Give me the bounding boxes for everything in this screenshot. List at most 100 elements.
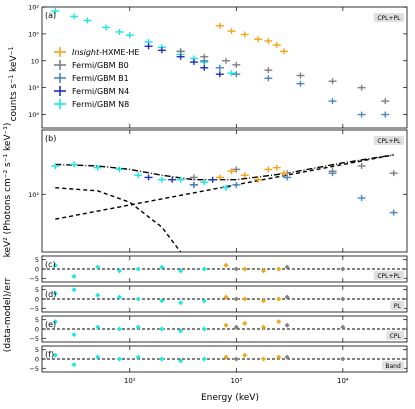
x-tick-label: 10³ (230, 377, 242, 385)
legend-label: Fermi/GBM N8 (72, 100, 129, 109)
residual-point (223, 323, 228, 328)
panel-tag: (d) (45, 290, 56, 299)
y-tick-label: 10² (28, 191, 39, 199)
panel-tag: (c) (45, 260, 56, 269)
model-label: CPL+PL (377, 15, 401, 22)
y-tick-label: 0 (35, 356, 39, 364)
residual-point (242, 297, 247, 302)
legend-label: Insight-HXME-HE (72, 48, 139, 57)
residual-point (340, 357, 345, 362)
residual-point (72, 332, 77, 337)
residual-point (261, 268, 266, 273)
model-pl (55, 155, 393, 219)
y-tick-label: 10⁰ (28, 30, 39, 38)
panel-c: 5 0−5 (c) CPL+PL (29, 256, 407, 283)
residual-point (159, 357, 164, 362)
y-tick-label: 0 (35, 266, 39, 274)
residual-point (285, 323, 290, 328)
residual-point (234, 357, 239, 362)
y-tick-label: 10⁲ (31, 57, 39, 65)
panel-tag: (a) (45, 11, 56, 20)
residual-point (117, 327, 122, 332)
x-tick-label: 10⁴ (337, 377, 349, 385)
y-tick-label: −5 (29, 305, 39, 313)
residual-point (72, 362, 77, 367)
model-label: CPL (390, 333, 402, 340)
y-tick-label: 5 (35, 316, 39, 324)
residual-point (261, 357, 266, 362)
residual-point (242, 353, 247, 358)
panel-tag: (f) (45, 350, 54, 359)
model-label: PL (394, 303, 402, 310)
model-total (55, 155, 393, 180)
ylabel-panel-b: keV² (Photons cm⁻² s⁻¹ keV⁻¹) (3, 123, 13, 258)
residual-point (95, 293, 100, 298)
legend-label: Fermi/GBM B0 (72, 61, 129, 70)
panel-e: 5 0−5 (e) CPL (29, 316, 407, 343)
residual-point (276, 267, 281, 272)
residual-point (261, 325, 266, 330)
x-axis-label: Energy (keV) (201, 393, 259, 403)
series-hxmt (223, 263, 281, 274)
y-tick-label: 5 (35, 346, 39, 354)
residual-point (202, 267, 207, 272)
model-label: CPL+PL (377, 273, 401, 280)
residual-point (72, 274, 77, 279)
residual-point (242, 267, 247, 272)
residual-point (136, 297, 141, 302)
y-tick-label: 10⁴ (28, 84, 39, 92)
series-n4 (145, 43, 224, 77)
y-tick-label: 5 (35, 286, 39, 294)
y-tick-label: 10² (28, 4, 39, 12)
panel-frame (42, 130, 407, 252)
model-label: Band (385, 363, 401, 370)
series-hxmt (223, 353, 281, 362)
model-label: CPL+PL (377, 138, 401, 145)
residual-point (178, 300, 183, 305)
panel-f: 10² 10³ 10⁴ 5 0−5 (f) Band (29, 346, 407, 385)
ylabel-panel-a: counts s−1 keV−1 (8, 46, 19, 121)
legend-label: Fermi/GBM B1 (72, 74, 129, 83)
x-tick-label: 10² (124, 377, 136, 385)
series-b0 (177, 48, 390, 104)
y-tick-label: −5 (29, 335, 39, 343)
residual-point (276, 319, 281, 324)
series-n8 (53, 353, 207, 367)
residual-point (340, 297, 345, 302)
series-hxmt (223, 319, 281, 330)
y-tick-label: 10⁶ (28, 111, 39, 119)
series-hxmt (216, 165, 288, 183)
y-tick-label: 5 (35, 256, 39, 264)
ylabel-residuals: (data-model)/err (3, 278, 13, 353)
residual-point (202, 357, 207, 362)
residual-point (276, 355, 281, 360)
residual-point (72, 287, 77, 292)
legend-label: Fermi/GBM N4 (72, 87, 129, 96)
panel-d: 5 0−5 (d) PL (29, 286, 407, 313)
series-b1 (177, 48, 390, 117)
y-tick-label: −5 (29, 275, 39, 283)
residual-point (234, 297, 239, 302)
model-cpl (55, 188, 180, 252)
residual-point (202, 327, 207, 332)
residual-point (261, 298, 266, 303)
y-tick-label: 0 (35, 326, 39, 334)
series-n8 (53, 319, 207, 337)
series-n8 (53, 263, 207, 279)
panel-a: 10⁶ 10⁴ 10⁲ 10⁰ 10² (a) CPL+PL Insight-HXME-HE F… (28, 4, 407, 129)
residual-point (117, 357, 122, 362)
series-b0 (234, 355, 346, 362)
residual-point (276, 297, 281, 302)
series-hxmt (216, 23, 288, 55)
panel-tag: (b) (45, 134, 56, 143)
residual-point (242, 321, 247, 326)
residual-point (234, 267, 239, 272)
residual-point (136, 267, 141, 272)
legend: Insight-HXME-HE Fermi/GBM B0 Fermi/GBM B1 F… (54, 47, 139, 109)
residual-point (159, 327, 164, 332)
y-tick-label: −5 (29, 365, 39, 373)
residual-point (223, 263, 228, 268)
residual-point (340, 267, 345, 272)
